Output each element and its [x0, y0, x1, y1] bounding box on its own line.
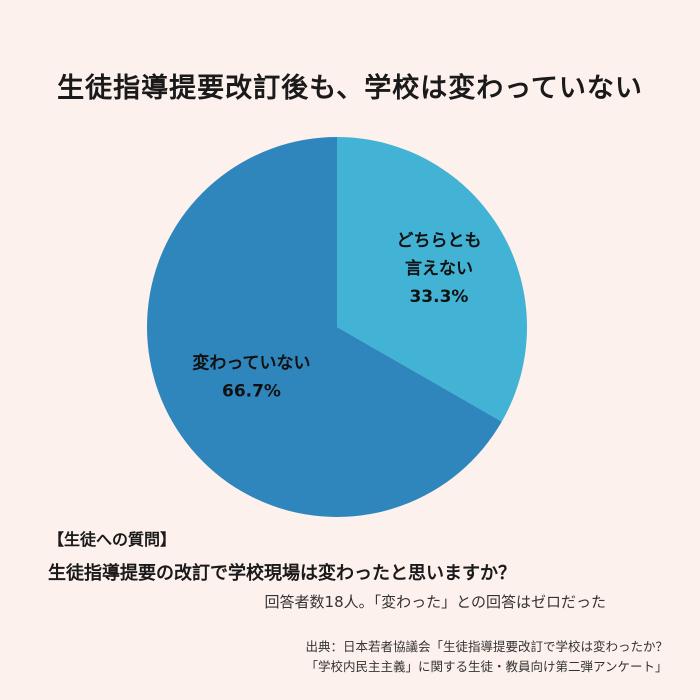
chart-title: 生徒指導提要改訂後も、学校は変わっていない [57, 73, 643, 104]
respondent-note: 回答者数18人。「変わった」との回答はゼロだった [264, 593, 606, 611]
slice-1-value-label: 66.7% [222, 381, 281, 401]
pie-slice-0 [337, 137, 528, 422]
slice-0-category-label: どちらとも [396, 231, 481, 251]
source-line-2: 「学校内民主主義」に関する生徒・教員向け第二弾アンケート」 [305, 659, 668, 674]
source-line-1: 出典：日本若者協議会「生徒指導提要改訂で学校は変わったか？ [305, 639, 668, 654]
slice-1-category-label: 変わっていない [192, 352, 310, 373]
source-citation: 出典：日本若者協議会「生徒指導提要改訂で学校は変わったか？ 「学校内民主主義」に… [305, 637, 668, 677]
pie-slice-1 [147, 137, 502, 517]
slice-0-category-label: 言えない [405, 258, 473, 279]
question-text: 生徒指導提要の改訂で学校現場は変わったと思いますか？ [48, 563, 516, 584]
slice-0-value-label: 33.3% [409, 287, 468, 307]
question-block: 【生徒への質問】 生徒指導提要の改訂で学校現場は変わったと思いますか？ [48, 526, 688, 585]
question-heading: 【生徒への質問】 [48, 530, 177, 549]
